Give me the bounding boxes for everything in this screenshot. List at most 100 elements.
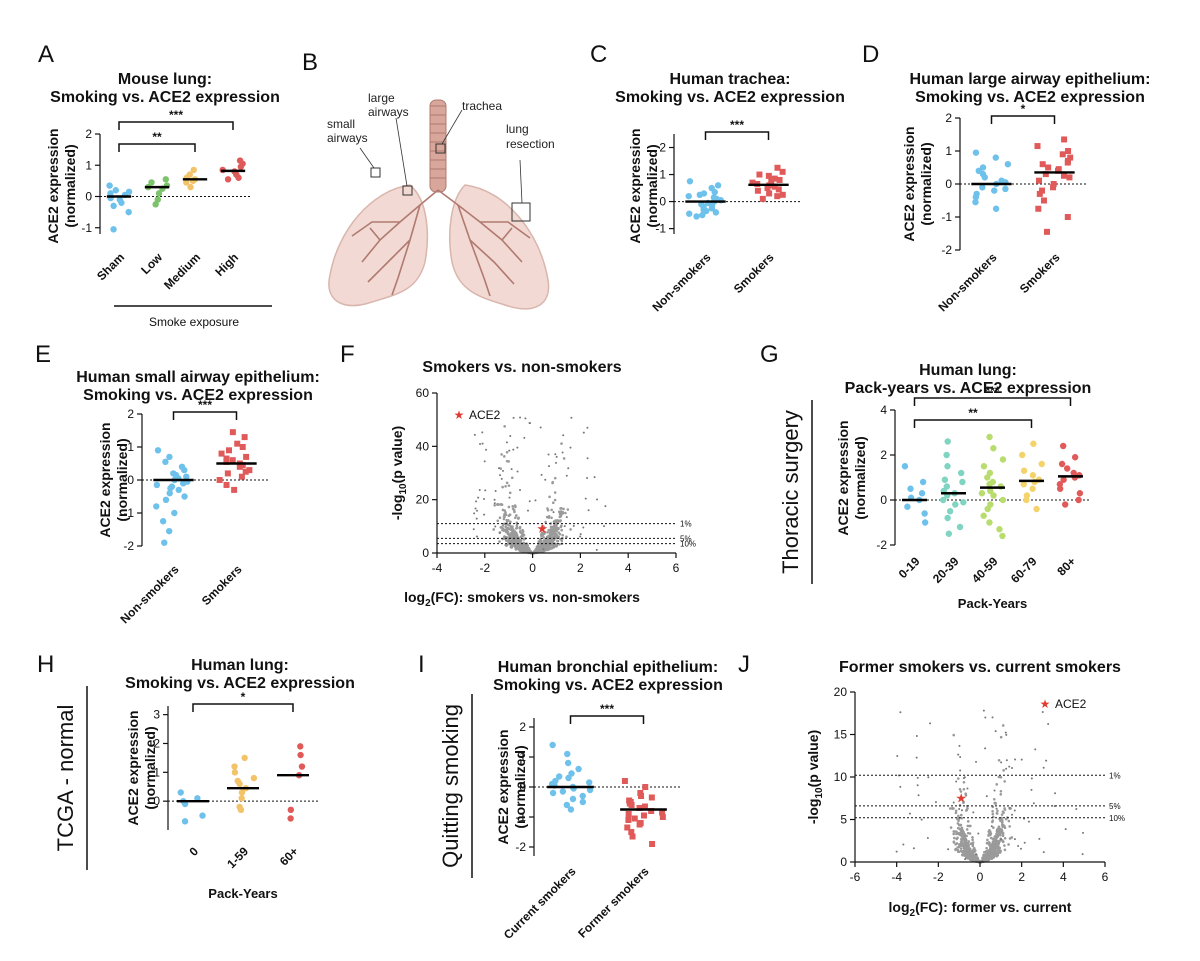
- data-point: [768, 178, 775, 185]
- data-point: [243, 453, 250, 460]
- y-tick-label: -1: [515, 810, 526, 824]
- small-airways-label: small: [327, 117, 355, 131]
- data-point: [779, 168, 786, 175]
- data-point: [990, 492, 997, 499]
- data-point: [972, 149, 980, 156]
- data-point: [776, 176, 783, 183]
- panel-title: Smoking vs. ACE2 expression: [50, 89, 280, 106]
- data-point: [1067, 154, 1074, 161]
- significance-bracket: [192, 703, 294, 712]
- y-tick-label: 1: [153, 765, 160, 779]
- data-point: [154, 447, 162, 454]
- data-point: [1056, 485, 1064, 492]
- data-point: [226, 447, 233, 454]
- data-point: [1076, 490, 1084, 497]
- data-point: [631, 815, 638, 822]
- airway-branch: [367, 239, 411, 283]
- large-airways-box: [402, 185, 413, 196]
- leader-line: [441, 109, 463, 145]
- data-point: [1045, 164, 1052, 171]
- y-tick-label: 1: [127, 440, 134, 454]
- data-point: [194, 795, 201, 802]
- data-point: [990, 445, 997, 452]
- data-point: [1063, 465, 1071, 472]
- data-point: [1004, 161, 1012, 168]
- data-point: [287, 806, 295, 814]
- data-point: [999, 496, 1007, 504]
- data-point: [629, 833, 636, 840]
- data-point: [1034, 143, 1041, 150]
- y-axis-label: (normalized): [512, 745, 528, 828]
- side-label: TCGA - normal: [53, 705, 78, 852]
- x-tick-label: -6: [850, 870, 861, 884]
- data-point: [979, 184, 986, 191]
- data-point: [579, 792, 586, 800]
- data-point: [984, 474, 991, 481]
- data-point: [708, 205, 716, 212]
- data-point: [229, 429, 236, 436]
- data-point: [239, 444, 246, 450]
- y-tick-label: 0: [880, 493, 887, 507]
- y-tick-label: 2: [880, 448, 887, 462]
- lung-resection-label: lung: [506, 122, 529, 136]
- data-point: [685, 192, 692, 200]
- y-axis-label: (normalized): [852, 436, 868, 519]
- data-point: [297, 743, 304, 750]
- category-label: 0-19: [896, 554, 923, 581]
- data-point: [234, 440, 241, 447]
- panel-title: Smoking vs. ACE2 expression: [83, 387, 313, 404]
- data-point: [563, 801, 571, 809]
- y-tick-label: 1: [85, 158, 92, 172]
- threshold-label: 1%: [680, 520, 692, 529]
- y-tick-label: -2: [941, 243, 952, 257]
- data-point: [1065, 148, 1072, 154]
- category-label: Non-smokers: [117, 562, 181, 626]
- data-point: [234, 777, 241, 785]
- lung-resection-box: [511, 202, 531, 222]
- leader-line: [519, 159, 523, 204]
- y-axis-label: ACE2 expression: [627, 128, 643, 243]
- significance-bracket: [990, 115, 1056, 124]
- data-point: [939, 496, 947, 504]
- data-point: [904, 503, 911, 510]
- data-point: [945, 530, 953, 537]
- data-point: [190, 166, 197, 174]
- data-point: [1040, 197, 1047, 204]
- y-tick-label: 2: [153, 736, 160, 750]
- data-point: [921, 519, 929, 526]
- airway-branch: [483, 277, 491, 297]
- threshold-label: 10%: [1109, 814, 1125, 823]
- data-point: [649, 841, 656, 847]
- data-point: [1064, 214, 1071, 220]
- ace2-point: ★: [955, 791, 967, 806]
- x-tick-label: 6: [673, 561, 680, 575]
- data-point: [1060, 172, 1067, 179]
- data-point: [153, 481, 161, 489]
- data-point: [1035, 205, 1042, 212]
- data-point: [759, 195, 766, 202]
- data-point: [199, 812, 206, 819]
- data-point: [238, 795, 245, 802]
- data-point: [625, 811, 632, 817]
- data-point: [754, 187, 761, 194]
- data-point: [1042, 171, 1049, 178]
- significance-label: ***: [198, 398, 212, 412]
- data-point: [901, 463, 909, 470]
- data-point: [956, 523, 964, 531]
- data-point: [1029, 485, 1036, 492]
- data-point: [779, 191, 786, 198]
- data-point: [112, 187, 119, 194]
- significance-label: ***: [730, 118, 744, 132]
- x-axis-label: log2(FC): smokers vs. non-smokers: [404, 589, 640, 609]
- y-axis-label: -log10(p value): [389, 426, 409, 520]
- data-point: [1050, 181, 1057, 187]
- data-point: [559, 788, 567, 795]
- data-point: [996, 526, 1003, 533]
- y-tick-label: 15: [834, 728, 848, 742]
- panel-title: Smoking vs. ACE2 expression: [125, 675, 355, 692]
- side-label: Thoracic surgery: [778, 410, 803, 574]
- y-tick-label: 0: [127, 473, 134, 487]
- data-point: [756, 171, 763, 178]
- data-point: [223, 458, 230, 465]
